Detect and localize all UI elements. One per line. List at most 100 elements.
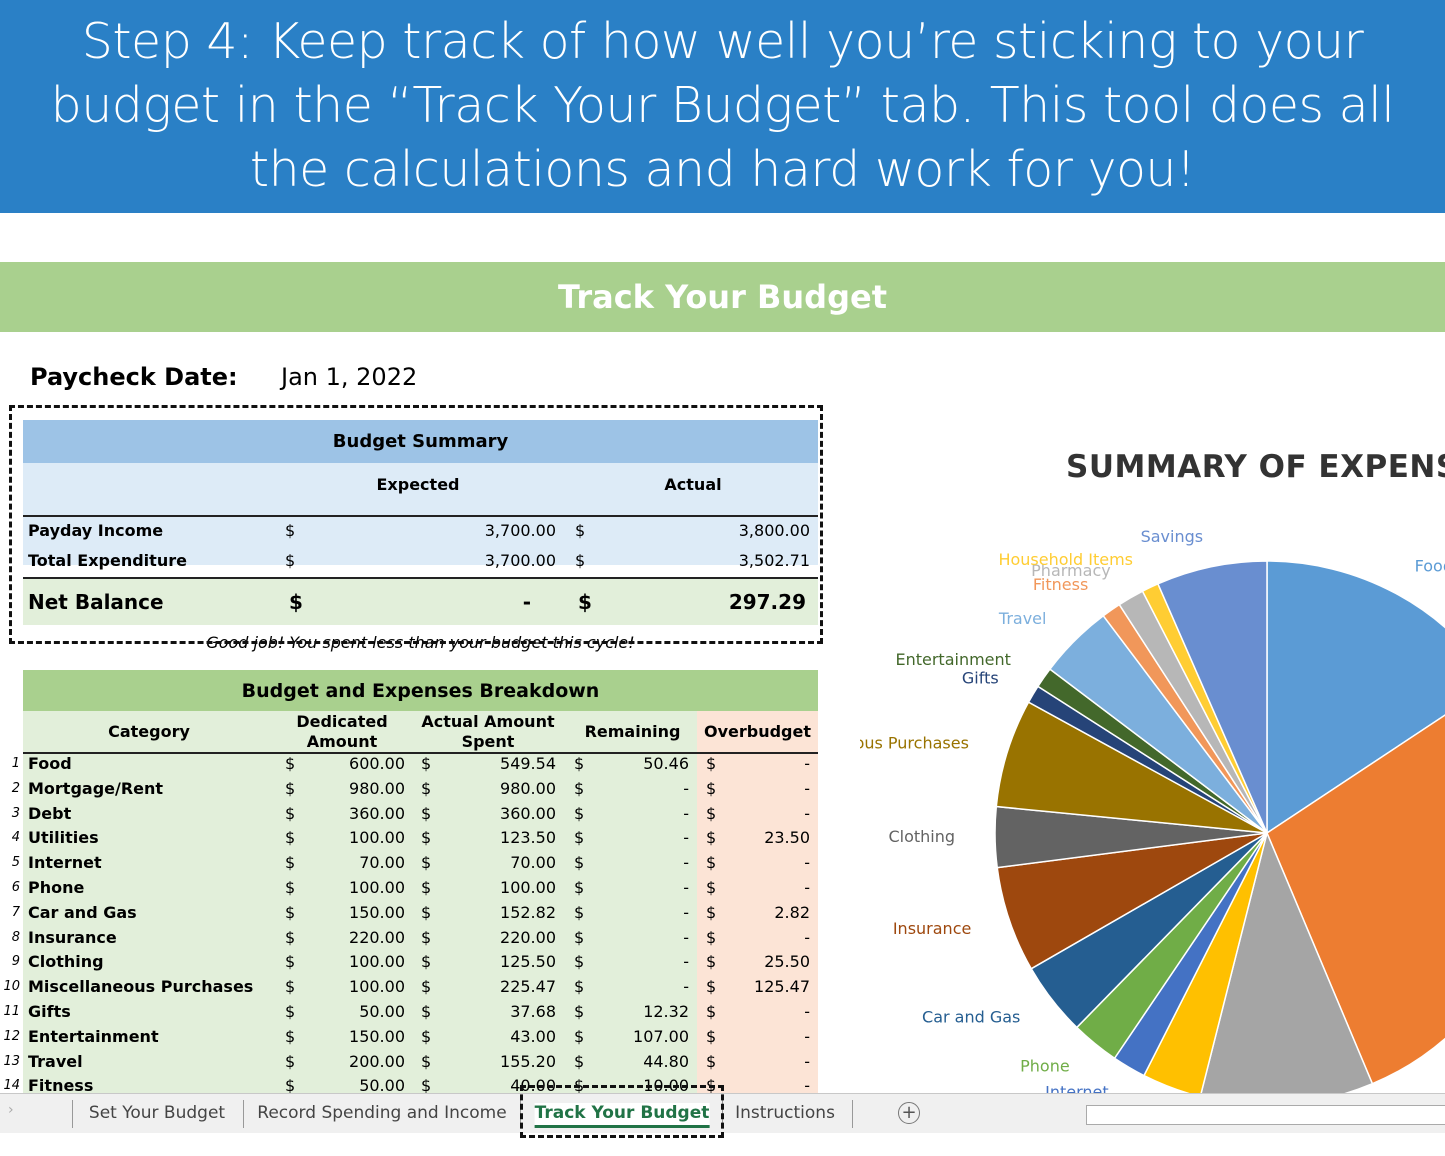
currency: $ (285, 1051, 296, 1071)
slice-label: Pharmacy (1031, 561, 1111, 580)
currency: $ (285, 1076, 296, 1093)
currency: $ (574, 754, 585, 773)
h-scrollbar[interactable] (1086, 1105, 1445, 1125)
currency: $ (706, 853, 717, 873)
overbudget: - (804, 754, 810, 773)
remaining: - (683, 853, 689, 873)
highlight-box (9, 405, 823, 644)
actual: 37.68 (510, 1002, 556, 1021)
row-number: 10 (3, 979, 20, 995)
overbudget: - (804, 853, 810, 873)
slice-label: Travel (998, 609, 1047, 628)
currency: $ (421, 828, 432, 848)
currency: $ (578, 590, 592, 614)
actual: 549.54 (500, 754, 556, 773)
category: Travel (28, 1051, 83, 1071)
currency: $ (706, 977, 717, 997)
currency: $ (421, 952, 432, 972)
currency: $ (421, 1051, 432, 1071)
currency: $ (574, 853, 585, 873)
tab-separator (852, 1100, 853, 1128)
currency: $ (285, 952, 296, 972)
currency: $ (285, 754, 296, 773)
overbudget: - (804, 778, 810, 798)
remaining: - (683, 927, 689, 947)
sheet-tab[interactable]: Set Your Budget (88, 1103, 226, 1123)
actual: 980.00 (500, 778, 556, 798)
tab-highlight (520, 1085, 724, 1138)
dedicated: 100.00 (349, 952, 405, 972)
currency: $ (285, 551, 296, 570)
row-number: 12 (3, 1028, 20, 1044)
category: Mortgage/Rent (28, 778, 164, 798)
overbudget: - (804, 803, 810, 823)
slice-label: Miscellaneous Purchases (860, 733, 969, 752)
slice-label: Gifts (962, 668, 999, 687)
slice-label: Car and Gas (922, 1008, 1020, 1027)
currency: $ (706, 754, 717, 773)
sheet-tab[interactable]: Instructions (735, 1103, 835, 1123)
remaining: - (683, 828, 689, 848)
slice-label: Internet (1045, 1083, 1109, 1093)
currency: $ (285, 927, 296, 947)
add-sheet[interactable]: + (898, 1102, 920, 1124)
currency: $ (421, 977, 432, 997)
sheet-tab[interactable]: Record Spending and Income (257, 1103, 507, 1123)
currency: $ (421, 1026, 432, 1046)
currency: $ (706, 1002, 717, 1021)
remaining: - (683, 977, 689, 997)
overbudget: 2.82 (774, 902, 810, 922)
remaining: 10.00 (643, 1076, 689, 1093)
actual: 360.00 (500, 803, 556, 823)
remaining: 107.00 (633, 1026, 689, 1046)
sheet-tab[interactable]: Track Your Budget (534, 1103, 710, 1128)
banner: Step 4: Keep track of how well you’re st… (0, 0, 1445, 213)
paycheck-label: Paycheck Date: (30, 363, 238, 391)
column-header: Actual Amount Spent (421, 712, 555, 751)
category: Car and Gas (28, 902, 137, 922)
remaining: - (683, 902, 689, 922)
scroll-arrow[interactable]: › (8, 1102, 14, 1118)
currency: $ (574, 803, 585, 823)
row-number: 6 (11, 880, 20, 895)
header-line (23, 752, 818, 754)
column-header: Category (108, 722, 190, 741)
currency: $ (574, 927, 585, 947)
row-number: 4 (11, 830, 20, 846)
summary-header-line (23, 515, 818, 517)
overbudget: - (804, 1076, 810, 1093)
currency: $ (706, 1051, 717, 1071)
expected: 3,700.00 (484, 551, 556, 570)
overbudget: - (804, 1002, 810, 1021)
currency: $ (285, 803, 296, 823)
remaining: - (683, 952, 689, 972)
currency: $ (574, 828, 585, 848)
currency: $ (421, 927, 432, 947)
row-number: 11 (3, 1004, 20, 1019)
row-label: Total Expenditure (28, 551, 187, 570)
breakdown-title: Budget and Expenses Breakdown (241, 680, 600, 702)
actual: 100.00 (500, 878, 556, 897)
actual: 123.50 (500, 828, 556, 848)
actual: 125.50 (500, 952, 556, 972)
currency: $ (285, 828, 296, 848)
net-label: Net Balance (28, 590, 164, 614)
actual: 155.20 (500, 1051, 556, 1071)
tab-separator (243, 1100, 244, 1128)
slice-label: Phone (1020, 1056, 1070, 1075)
slice-label: Savings (1141, 527, 1204, 546)
column-header: Overbudget (703, 722, 812, 741)
overbudget: 23.50 (764, 828, 810, 848)
dedicated: 150.00 (349, 1026, 405, 1046)
currency: $ (421, 754, 432, 773)
row-number: 9 (11, 954, 20, 970)
currency: $ (285, 1002, 296, 1021)
category: Miscellaneous Purchases (28, 977, 254, 997)
budget-summary: Budget Summary Expected Actual Payday Incom… (23, 420, 818, 652)
remaining: 12.32 (643, 1002, 689, 1021)
dedicated: 100.00 (349, 977, 405, 997)
currency: $ (421, 902, 432, 922)
category: Phone (28, 878, 85, 897)
currency: $ (289, 590, 303, 614)
currency: $ (706, 778, 717, 798)
